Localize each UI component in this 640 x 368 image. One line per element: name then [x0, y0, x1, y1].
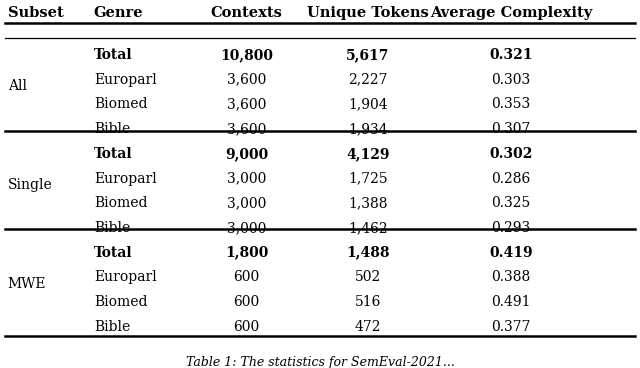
Text: 0.293: 0.293 [492, 221, 531, 235]
Text: Average Complexity: Average Complexity [430, 6, 592, 20]
Text: Genre: Genre [94, 6, 143, 20]
Text: 3,000: 3,000 [227, 221, 266, 235]
Text: All: All [8, 79, 27, 93]
Text: 0.353: 0.353 [492, 98, 531, 112]
Text: 1,488: 1,488 [346, 245, 390, 259]
Text: 0.321: 0.321 [490, 48, 533, 62]
Text: 472: 472 [355, 320, 381, 334]
Text: Contexts: Contexts [211, 6, 283, 20]
Text: Total: Total [94, 147, 132, 161]
Text: MWE: MWE [8, 277, 46, 291]
Text: 0.303: 0.303 [492, 73, 531, 87]
Text: 0.302: 0.302 [490, 147, 533, 161]
Text: 600: 600 [234, 270, 260, 284]
Text: Europarl: Europarl [94, 73, 157, 87]
Text: 600: 600 [234, 295, 260, 309]
Text: 3,600: 3,600 [227, 122, 266, 136]
Text: Total: Total [94, 48, 132, 62]
Text: 0.388: 0.388 [492, 270, 531, 284]
Text: 1,725: 1,725 [348, 171, 388, 185]
Text: Europarl: Europarl [94, 171, 157, 185]
Text: 1,800: 1,800 [225, 245, 268, 259]
Text: 502: 502 [355, 270, 381, 284]
Text: 600: 600 [234, 320, 260, 334]
Text: Unique Tokens: Unique Tokens [307, 6, 429, 20]
Text: 3,600: 3,600 [227, 73, 266, 87]
Text: 1,934: 1,934 [348, 122, 388, 136]
Text: 1,462: 1,462 [348, 221, 388, 235]
Text: 1,904: 1,904 [348, 98, 388, 112]
Text: Europarl: Europarl [94, 270, 157, 284]
Text: Bible: Bible [94, 122, 130, 136]
Text: 4,129: 4,129 [346, 147, 390, 161]
Text: 0.377: 0.377 [492, 320, 531, 334]
Text: 0.307: 0.307 [492, 122, 531, 136]
Text: Bible: Bible [94, 221, 130, 235]
Text: 0.419: 0.419 [490, 245, 533, 259]
Text: 1,388: 1,388 [348, 196, 388, 210]
Text: Biomed: Biomed [94, 98, 147, 112]
Text: Subset: Subset [8, 6, 63, 20]
Text: Single: Single [8, 178, 52, 192]
Text: Biomed: Biomed [94, 295, 147, 309]
Text: 0.286: 0.286 [492, 171, 531, 185]
Text: Biomed: Biomed [94, 196, 147, 210]
Text: 516: 516 [355, 295, 381, 309]
Text: Total: Total [94, 245, 132, 259]
Text: 0.325: 0.325 [492, 196, 531, 210]
Text: 3,600: 3,600 [227, 98, 266, 112]
Text: Bible: Bible [94, 320, 130, 334]
Text: 3,000: 3,000 [227, 196, 266, 210]
Text: 9,000: 9,000 [225, 147, 268, 161]
Text: 5,617: 5,617 [346, 48, 390, 62]
Text: 2,227: 2,227 [348, 73, 388, 87]
Text: 10,800: 10,800 [220, 48, 273, 62]
Text: Table 1: The statistics for SemEval-2021...: Table 1: The statistics for SemEval-2021… [186, 356, 454, 368]
Text: 0.491: 0.491 [492, 295, 531, 309]
Text: 3,000: 3,000 [227, 171, 266, 185]
